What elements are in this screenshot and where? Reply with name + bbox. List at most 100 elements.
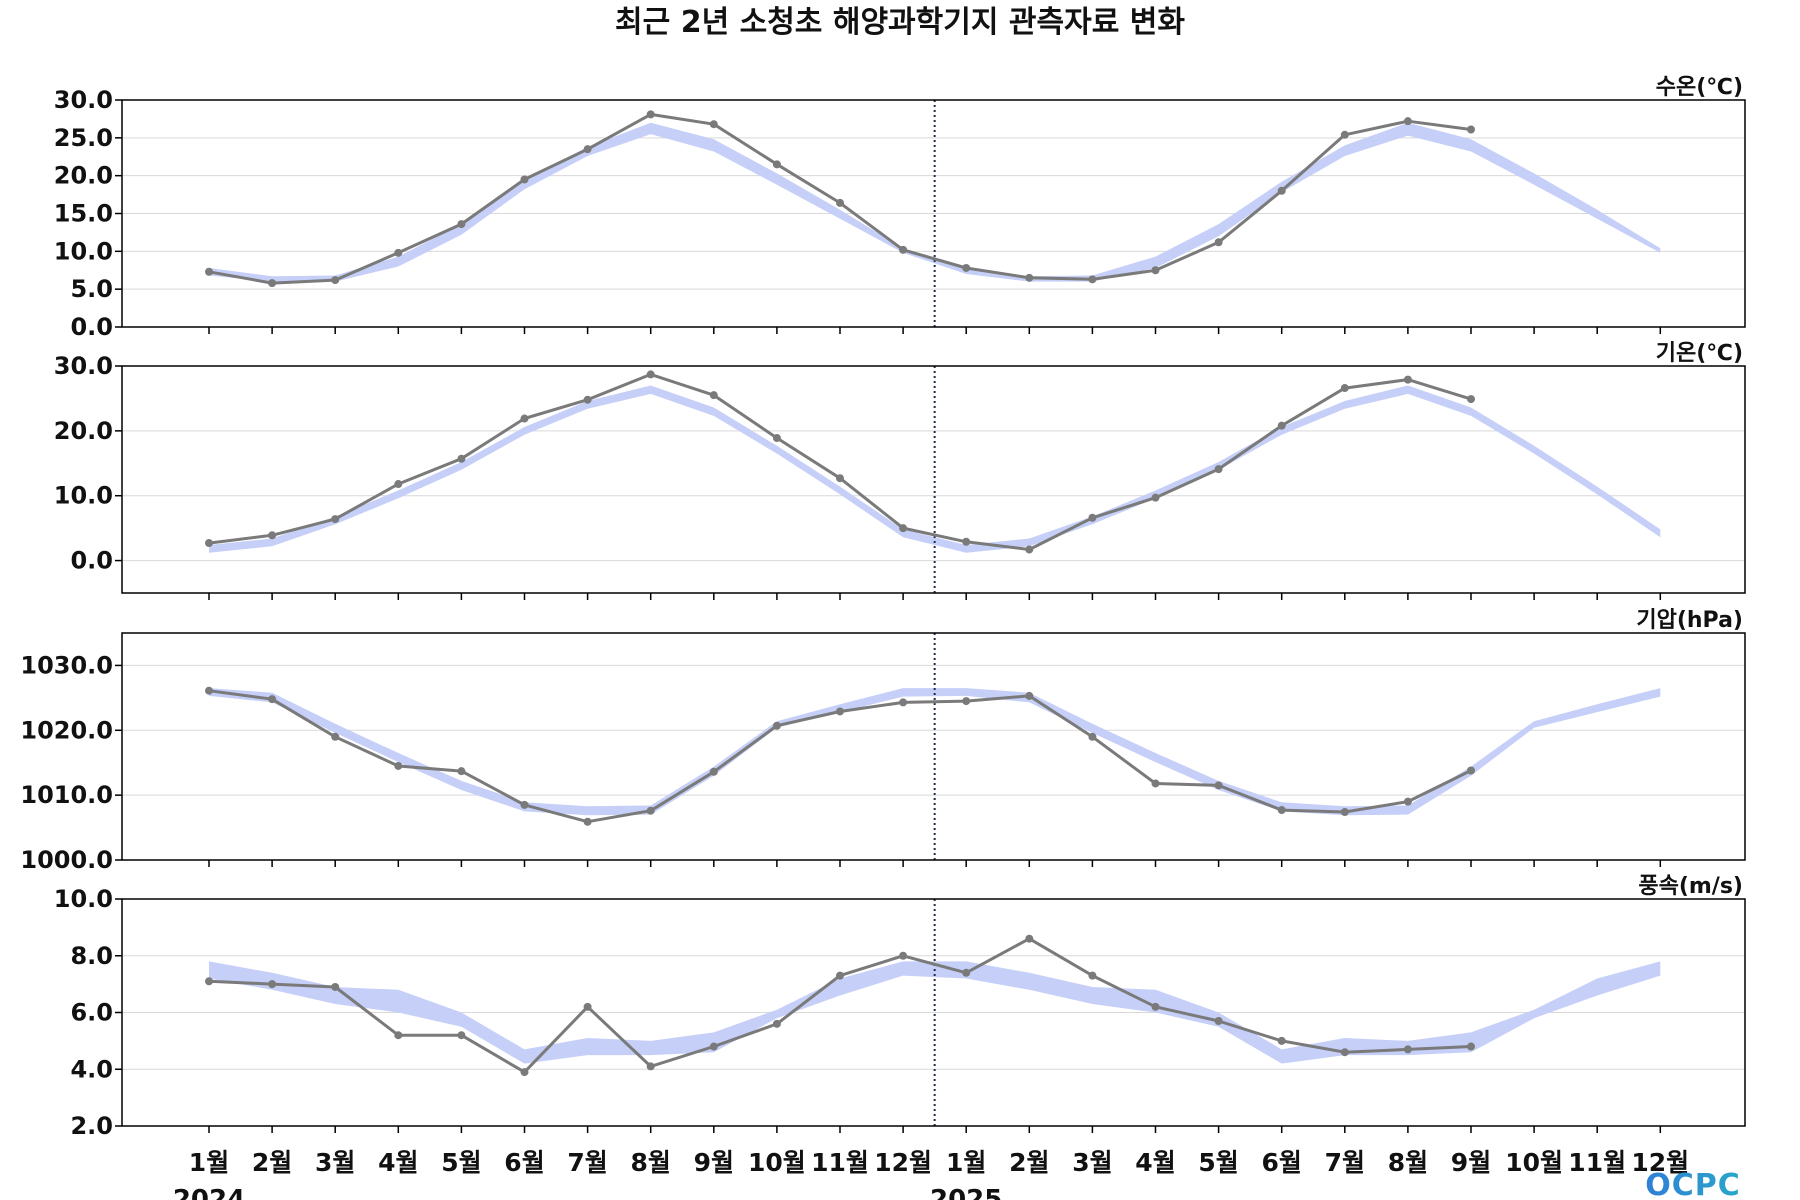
observed-point bbox=[709, 767, 718, 776]
y-tick-label: 30.0 bbox=[54, 86, 113, 114]
observed-point bbox=[268, 695, 277, 704]
observed-point bbox=[646, 806, 655, 815]
x-tick-label: 7월 bbox=[567, 1148, 607, 1177]
y-tick-label: 2.0 bbox=[70, 1112, 113, 1140]
year-label: 2024 bbox=[173, 1185, 245, 1200]
observed-point bbox=[583, 1002, 592, 1011]
observed-point bbox=[1340, 1048, 1349, 1057]
y-tick-label: 8.0 bbox=[70, 942, 113, 970]
panel-frame bbox=[121, 365, 1746, 594]
observed-point bbox=[1467, 1042, 1475, 1051]
y-tick-label: 25.0 bbox=[54, 124, 113, 152]
observed-point bbox=[205, 539, 213, 548]
observed-point bbox=[962, 697, 971, 706]
observed-point bbox=[1467, 766, 1475, 775]
observed-point bbox=[772, 1019, 781, 1028]
y-tick-label: 20.0 bbox=[54, 417, 113, 445]
x-tick-label: 3월 bbox=[1072, 1148, 1112, 1177]
normal-range-band bbox=[209, 385, 1661, 553]
observed-point bbox=[1025, 691, 1034, 700]
observed-point bbox=[836, 971, 844, 980]
ocpc-logo: OCPC bbox=[1645, 1168, 1740, 1200]
x-tick-label: 10월 bbox=[748, 1148, 806, 1177]
observed-point bbox=[1151, 493, 1160, 502]
panel-label: 기압(hPa) bbox=[1636, 608, 1743, 633]
observed-point bbox=[1214, 781, 1223, 790]
panel-label: 기온(℃) bbox=[1656, 341, 1743, 366]
observed-point bbox=[520, 414, 529, 423]
observed-point bbox=[1025, 934, 1034, 943]
observed-point bbox=[1214, 1017, 1223, 1026]
observed-point bbox=[1403, 1045, 1412, 1054]
y-tick-label: 5.0 bbox=[70, 275, 113, 303]
y-tick-label: 1010.0 bbox=[20, 781, 113, 809]
x-tick-label: 9월 bbox=[694, 1148, 734, 1177]
observed-point bbox=[646, 1062, 655, 1071]
panel-2: 0.0 10.0 20.0 30.0 기온(℃) bbox=[54, 341, 1746, 600]
observed-point bbox=[457, 454, 466, 463]
observed-point bbox=[1277, 806, 1286, 815]
observed-point bbox=[394, 761, 403, 770]
x-tick-label: 9월 bbox=[1451, 1148, 1491, 1177]
observed-point bbox=[1088, 513, 1097, 522]
observed-point bbox=[394, 1031, 403, 1040]
observed-point bbox=[331, 982, 340, 991]
observed-point bbox=[1025, 545, 1034, 554]
x-tick-label: 5월 bbox=[441, 1148, 481, 1177]
y-tick-label: 10.0 bbox=[54, 482, 113, 510]
x-tick-label: 11월 bbox=[811, 1148, 869, 1177]
observed-point bbox=[583, 395, 592, 404]
observed-point bbox=[772, 721, 781, 730]
observed-point bbox=[962, 537, 971, 546]
x-tick-label: 12월 bbox=[874, 1148, 932, 1177]
y-tick-label: 20.0 bbox=[54, 162, 113, 190]
observed-point bbox=[962, 263, 971, 272]
chart-title: 최근 2년 소청초 해양과학기지 관측자료 변화 bbox=[615, 5, 1185, 40]
observed-point bbox=[899, 524, 908, 533]
observed-point bbox=[1088, 732, 1097, 741]
observed-point bbox=[457, 1031, 466, 1040]
observed-point bbox=[1340, 384, 1349, 393]
observed-point bbox=[962, 968, 971, 977]
observed-point bbox=[1277, 186, 1286, 195]
observed-point bbox=[709, 391, 718, 400]
x-tick-label: 2월 bbox=[1009, 1148, 1049, 1177]
observed-point bbox=[331, 276, 340, 285]
observed-point bbox=[583, 817, 592, 826]
x-tick-label: 4월 bbox=[378, 1148, 418, 1177]
observed-point bbox=[836, 474, 844, 483]
y-tick-label: 10.0 bbox=[54, 237, 113, 265]
normal-range-band bbox=[209, 688, 1661, 816]
observed-point bbox=[331, 732, 340, 741]
panel-4: 2.0 4.0 6.0 8.0 10.0 풍속(m/s) bbox=[54, 874, 1746, 1140]
observed-point bbox=[1277, 421, 1286, 430]
observed-point bbox=[205, 686, 213, 695]
observed-point bbox=[709, 120, 718, 129]
observed-point bbox=[1214, 238, 1223, 247]
observed-point bbox=[1151, 1002, 1160, 1011]
observed-point bbox=[1151, 266, 1160, 275]
observed-point bbox=[268, 980, 277, 989]
panel-label: 수온(℃) bbox=[1656, 75, 1743, 100]
panel-3: 1000.0 1010.0 1020.0 1030.0 기압(hPa) bbox=[20, 608, 1746, 874]
panel-label: 풍속(m/s) bbox=[1638, 874, 1743, 899]
observed-point bbox=[646, 370, 655, 379]
y-tick-label: 1000.0 bbox=[20, 846, 113, 874]
observed-point bbox=[1214, 465, 1223, 474]
x-tick-label: 3월 bbox=[315, 1148, 355, 1177]
chart-panels: 0.0 5.0 10.0 15.0 20.0 25.0 30.0 수온(℃) 0.0 10.0 20… bbox=[20, 75, 1746, 1140]
observed-point bbox=[772, 433, 781, 442]
observed-point bbox=[1467, 395, 1475, 404]
observed-point bbox=[836, 198, 844, 207]
observed-point bbox=[836, 707, 844, 716]
panel-frame bbox=[121, 99, 1746, 328]
observed-point bbox=[583, 145, 592, 154]
observed-point bbox=[1340, 130, 1349, 139]
observed-point bbox=[899, 245, 908, 254]
observed-point bbox=[1151, 779, 1160, 788]
observed-point bbox=[709, 1042, 718, 1051]
x-tick-label: 2월 bbox=[252, 1148, 292, 1177]
observed-point bbox=[520, 175, 529, 184]
observed-point bbox=[1088, 971, 1097, 980]
observed-point bbox=[457, 767, 466, 776]
